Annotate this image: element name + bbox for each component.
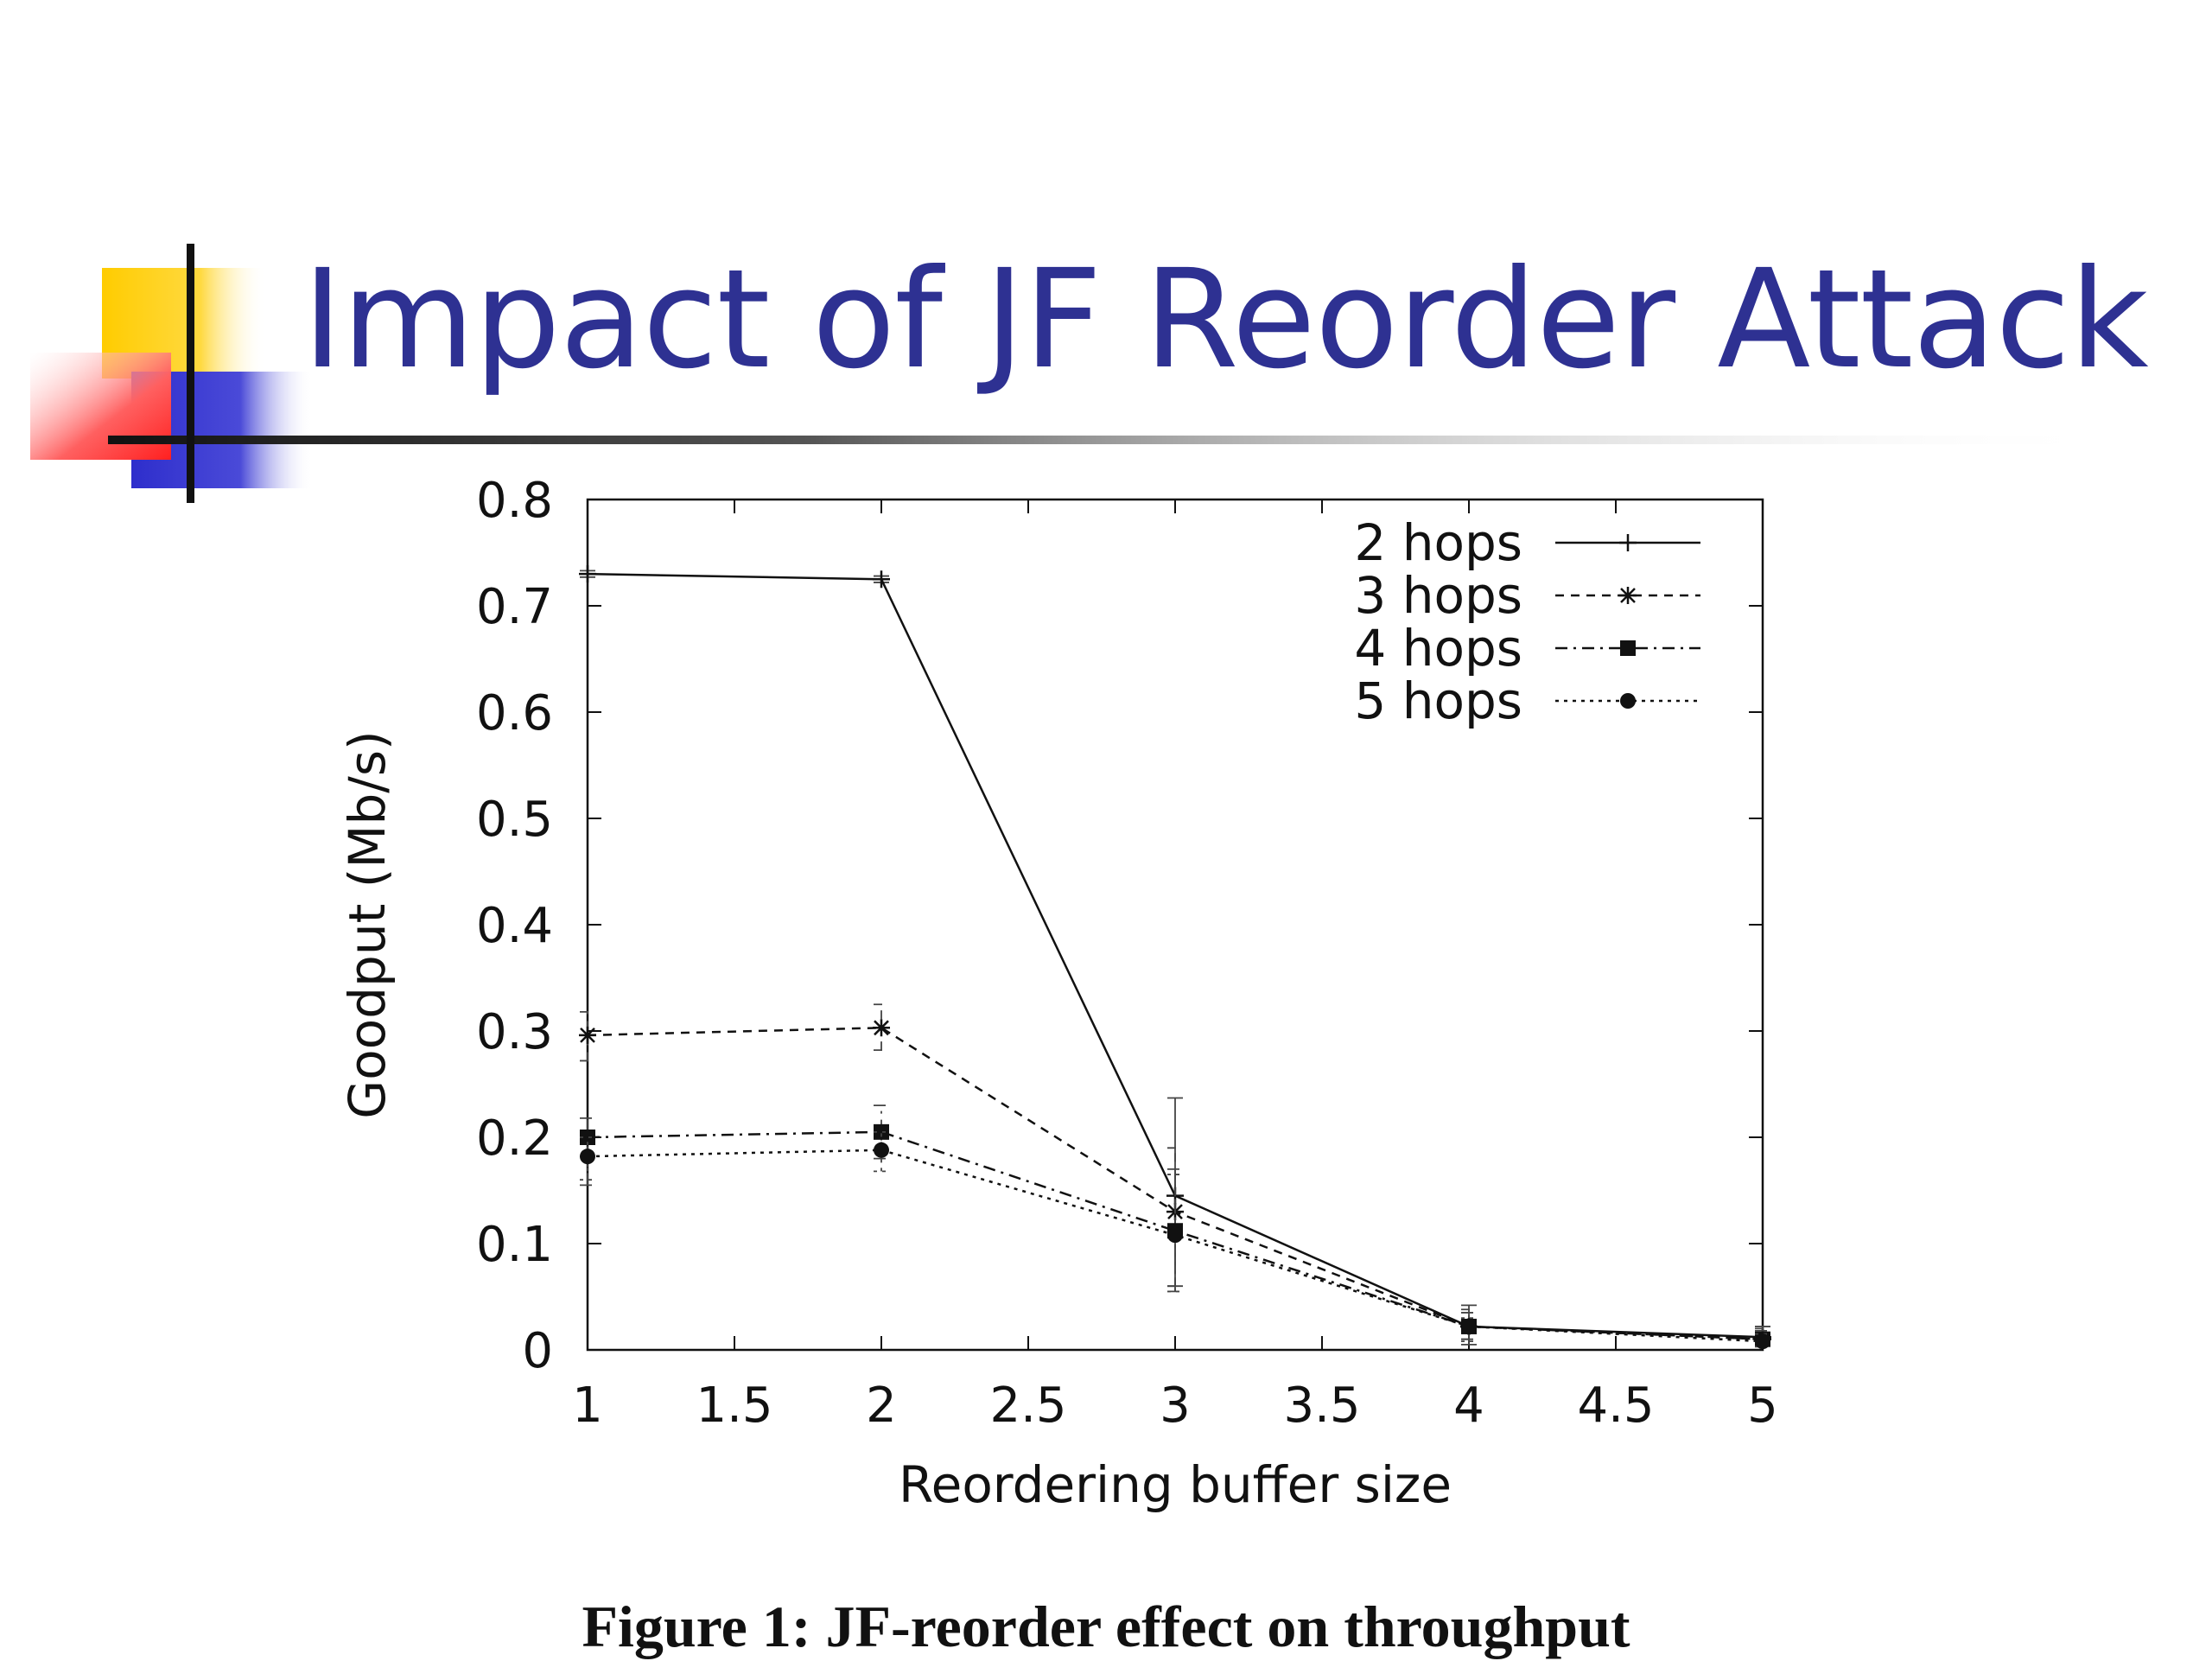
series-3-point [874,1142,889,1158]
series-2-point [1620,640,1636,656]
series-0-point [1619,534,1637,551]
series-3-point [1620,693,1636,709]
series-3-point [1461,1318,1477,1334]
series-3-errorbar [1167,1174,1183,1293]
series-3-point [1755,1333,1770,1350]
legend-label: 4 hops [1354,619,1522,678]
x-axis-label: Reordering buffer size [899,1455,1452,1514]
y-tick-label: 0.1 [476,1217,553,1273]
y-tick-label: 0.5 [476,792,553,848]
legend-label: 2 hops [1354,513,1522,572]
legend-label: 5 hops [1354,671,1522,730]
y-tick-label: 0.7 [476,579,553,635]
series-1-errorbar [580,1010,595,1062]
y-tick-label: 0.4 [476,898,553,954]
title-underline [108,436,2113,444]
x-tick-label: 2 [866,1378,897,1434]
y-tick-label: 0 [522,1323,553,1379]
series-3-point [580,1149,595,1165]
vertical-rule [187,244,194,503]
series-2-point [580,1130,595,1145]
legend-label: 3 hops [1354,566,1522,625]
y-axis-label: Goodput (Mb/s) [338,730,397,1118]
series-0-point [873,570,890,589]
y-tick-label: 0.6 [476,685,553,741]
series-3-errorbar [580,1136,595,1181]
x-tick-label: 2.5 [989,1378,1066,1434]
y-tick-label: 0.2 [476,1111,553,1167]
series-1-point [1619,587,1637,604]
x-tick-label: 1 [572,1378,603,1434]
y-tick-label: 0.3 [476,1004,553,1060]
x-tick-label: 1.5 [696,1378,772,1434]
series-1-point [873,1019,890,1037]
x-tick-label: 4.5 [1577,1378,1654,1434]
series-3-point [1167,1227,1183,1244]
x-tick-label: 3 [1160,1378,1191,1434]
series-3-line [587,1149,1764,1343]
series-2-point [874,1123,889,1140]
slide-title: Impact of JF Reorder Attack [302,240,2149,399]
figure-caption: Figure 1: JF-reorder effect on throughpu… [582,1594,1630,1659]
x-tick-label: 3.5 [1283,1378,1360,1434]
x-tick-label: 4 [1453,1378,1484,1434]
series-1-point [579,1026,596,1044]
x-tick-label: 5 [1747,1378,1778,1434]
y-tick-label: 0.8 [476,473,553,529]
series-0-point [579,565,596,583]
